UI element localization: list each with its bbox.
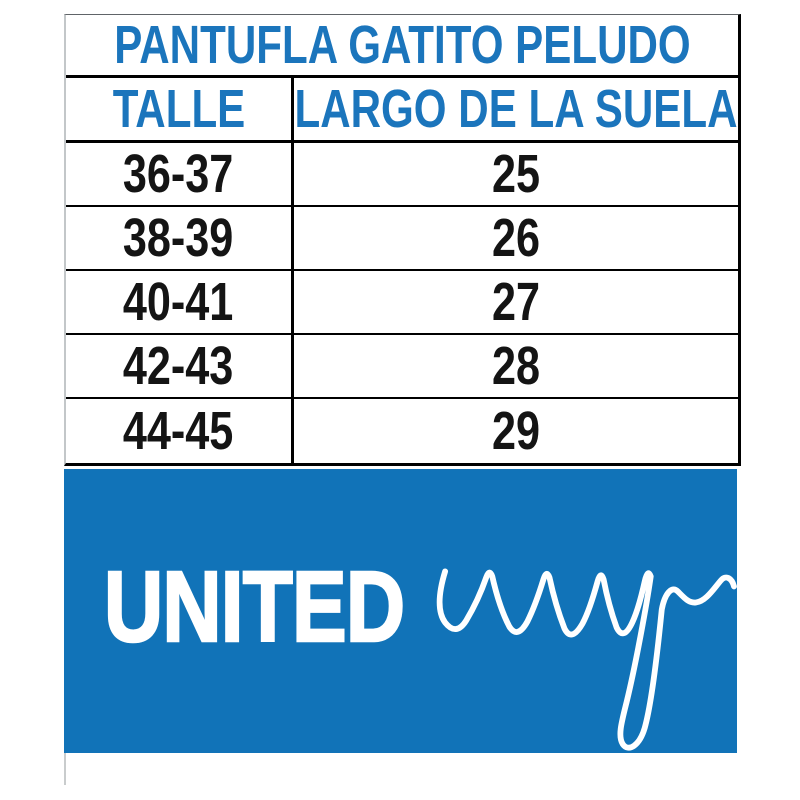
table-row-2-largo: 27 [294, 271, 738, 335]
largo-value: 25 [491, 144, 541, 204]
talle-value: 36-37 [123, 144, 234, 204]
column-header-largo-label: LARGO DE LA SUELA [294, 79, 738, 139]
column-header-talle: TALLE [66, 78, 294, 143]
table-row-3-talle: 42-43 [66, 335, 294, 399]
table-row-1-largo: 26 [294, 207, 738, 271]
talle-value: 40-41 [123, 272, 234, 332]
column-header-talle-label: TALLE [112, 79, 245, 139]
table-row-0-largo: 25 [294, 143, 738, 207]
column-header-largo: LARGO DE LA SUELA [294, 78, 738, 143]
table-row-2-talle: 40-41 [66, 271, 294, 335]
largo-value: 27 [491, 272, 541, 332]
table-row-4-talle: 44-45 [66, 399, 294, 463]
talle-value: 44-45 [123, 401, 234, 461]
table-row-0-talle: 36-37 [66, 143, 294, 207]
page-title: PANTUFLA GATITO PELUDO [113, 15, 691, 75]
table-row-1-talle: 38-39 [66, 207, 294, 271]
talle-value: 42-43 [123, 336, 234, 396]
talle-value: 38-39 [123, 208, 234, 268]
largo-value: 28 [491, 336, 541, 396]
size-chart-table: PANTUFLA GATITO PELUDO TALLE LARGO DE LA… [64, 14, 741, 466]
largo-value: 29 [491, 401, 541, 461]
brand-script-uy-icon [436, 568, 737, 751]
table-row-4-largo: 29 [294, 399, 738, 463]
brand-wordmark: UNITED [103, 551, 406, 663]
table-row-3-largo: 28 [294, 335, 738, 399]
largo-value: 26 [491, 208, 541, 268]
brand-banner: UNITED [64, 469, 737, 753]
title-cell: PANTUFLA GATITO PELUDO [66, 15, 738, 78]
spreadsheet-gridline [64, 753, 66, 785]
